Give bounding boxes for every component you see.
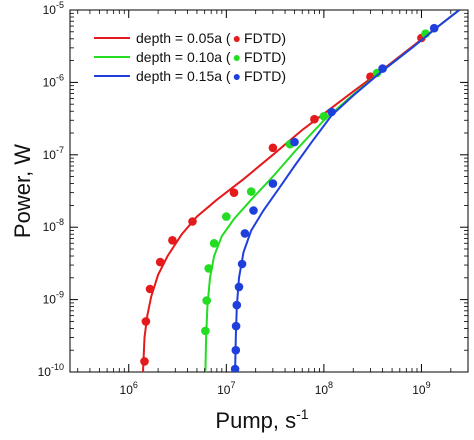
x-tick-label: 106 <box>120 380 138 397</box>
y-tick-label-base: 10 <box>38 365 52 379</box>
data-point-2-3 <box>232 300 242 310</box>
y-tick-label-base: 10 <box>43 75 57 89</box>
data-point-0-5 <box>188 217 197 226</box>
data-point-2-9 <box>290 137 299 147</box>
data-point-1-7 <box>319 112 329 121</box>
legend-marker-label: FDTD) <box>244 30 286 46</box>
legend-label-1: depth = 0.10a (● FDTD) <box>136 49 286 65</box>
legend-marker-0: ● <box>233 30 241 46</box>
data-point-1-4 <box>222 212 231 221</box>
y-tick-label: 10-8 <box>43 217 64 234</box>
data-point-0-0 <box>140 357 149 366</box>
data-point-2-7 <box>249 206 258 215</box>
x-tick-label: 108 <box>315 380 333 397</box>
y-tick-label-base: 10 <box>43 220 57 234</box>
legend-series-name: depth = 0.05a ( <box>136 30 231 46</box>
x-tick-label-base: 10 <box>412 383 426 397</box>
data-point-2-10 <box>327 107 336 117</box>
data-point-0-2 <box>145 284 155 294</box>
data-point-0-7 <box>268 143 278 153</box>
legend-marker-label: FDTD) <box>244 68 286 84</box>
data-point-0-1 <box>141 317 151 326</box>
y-tick-label-exp: -9 <box>56 290 64 300</box>
legend-series-name: depth = 0.15a ( <box>136 68 231 84</box>
y-tick-label-base: 10 <box>43 293 57 307</box>
y-tick-label-exp: -10 <box>51 362 64 372</box>
data-point-2-2 <box>231 321 241 331</box>
y-tick-label-base: 10 <box>43 148 57 162</box>
y-tick-label-exp: -6 <box>56 72 64 82</box>
x-tick-label-base: 10 <box>217 383 231 397</box>
chart-marks <box>140 10 461 372</box>
legend-series-name: depth = 0.10a ( <box>136 49 231 65</box>
y-tick-label-exp: -5 <box>56 0 64 10</box>
legend-label-2: depth = 0.15a (● FDTD) <box>136 68 286 84</box>
x-tick-label-exp: 9 <box>426 380 431 390</box>
series-line-2 <box>234 10 461 372</box>
y-tick-label: 10-7 <box>43 145 64 162</box>
data-point-1-0 <box>201 326 210 336</box>
data-point-1-2 <box>204 264 213 273</box>
y-tick-label: 10-6 <box>43 72 64 89</box>
data-point-2-11 <box>378 64 387 73</box>
data-point-1-3 <box>209 239 219 248</box>
x-tick-label-base: 10 <box>315 383 329 397</box>
data-point-2-6 <box>240 229 250 238</box>
plot-area-frame <box>69 9 469 373</box>
data-point-0-8 <box>310 114 319 124</box>
x-tick-label-exp: 8 <box>328 380 333 390</box>
y-tick-label-exp: -8 <box>56 217 64 227</box>
data-point-0-4 <box>168 236 177 245</box>
x-axis-title-base: Pump, s <box>215 408 296 433</box>
x-tick-label-exp: 7 <box>230 380 235 390</box>
y-tick-label-base: 10 <box>43 3 57 17</box>
data-point-1-5 <box>246 187 256 196</box>
x-axis-title-sup: -1 <box>296 406 309 422</box>
data-point-2-0 <box>230 364 240 372</box>
legend-marker-label: FDTD) <box>244 49 286 65</box>
data-point-2-8 <box>268 179 278 188</box>
legend: depth = 0.05a (● FDTD)depth = 0.10a (● FDT… <box>94 30 286 84</box>
data-point-1-1 <box>202 296 211 305</box>
data-point-2-12 <box>429 23 439 33</box>
data-point-2-5 <box>237 259 247 269</box>
data-point-2-1 <box>231 345 241 355</box>
legend-label-0: depth = 0.05a (● FDTD) <box>136 30 286 46</box>
x-tick-label-exp: 6 <box>133 380 138 390</box>
data-point-2-4 <box>234 282 244 292</box>
legend-marker-1: ● <box>233 49 241 65</box>
y-tick-label: 10-10 <box>38 362 64 379</box>
x-tick-label: 109 <box>412 380 430 397</box>
y-axis-title: Power, W <box>10 144 35 238</box>
legend-marker-2: ● <box>233 68 241 84</box>
y-tick-label: 10-5 <box>43 0 64 17</box>
x-axis-title: Pump, s-1 <box>215 406 308 433</box>
y-tick-label-exp: -7 <box>56 145 64 155</box>
x-tick-label: 107 <box>217 380 235 397</box>
y-tick-label: 10-9 <box>43 290 64 307</box>
data-point-0-3 <box>155 257 165 267</box>
x-tick-label-base: 10 <box>120 383 134 397</box>
data-point-0-6 <box>229 188 239 197</box>
